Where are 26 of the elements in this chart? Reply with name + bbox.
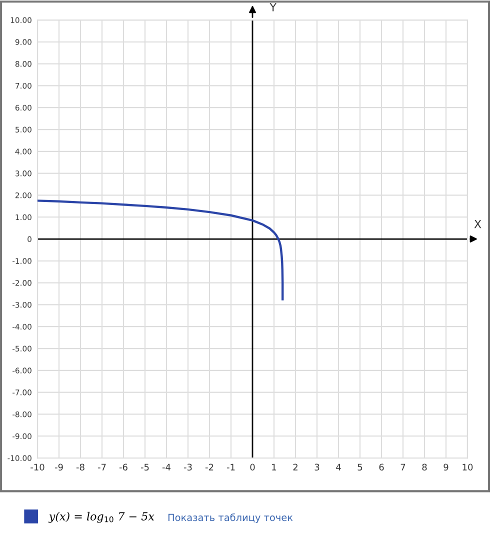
x-tick-label: -6 xyxy=(119,464,128,471)
x-tick-label: 3 xyxy=(314,464,320,471)
x-tick-label: 0 xyxy=(250,464,255,471)
x-tick-label: 10 xyxy=(462,464,473,471)
x-tick-label: -3 xyxy=(184,464,192,471)
x-tick-label: 2 xyxy=(293,464,298,470)
legend-label: y(x) = log$_{10}$ 7 − 5x xyxy=(48,512,154,523)
x-tick-label: -4 xyxy=(162,464,170,470)
x-tick-label: 7 xyxy=(400,464,406,470)
line-series xyxy=(38,200,284,300)
x-tick-label: 6 xyxy=(379,464,384,471)
x-tick-label: 8 xyxy=(422,464,427,471)
x-tick-label: -8 xyxy=(76,464,84,471)
x-tick-label: -10 xyxy=(30,464,44,471)
x-tick-label: -1 xyxy=(226,464,235,470)
x-tick-label: 1 xyxy=(272,464,276,470)
x-tick-label: -9 xyxy=(54,464,63,471)
text: Показать таблицу точек xyxy=(168,513,293,524)
x-tick-label: -7 xyxy=(98,464,106,470)
x-tick-label: 4 xyxy=(336,464,341,470)
x-tick-label: -2 xyxy=(205,464,214,470)
y-axis-title: Y xyxy=(270,3,277,12)
x-axis-title: X xyxy=(474,220,482,228)
x-tick-label: -5 xyxy=(140,464,149,471)
x-tick-label: 5 xyxy=(358,464,362,471)
x-tick-label: 9 xyxy=(444,464,448,471)
